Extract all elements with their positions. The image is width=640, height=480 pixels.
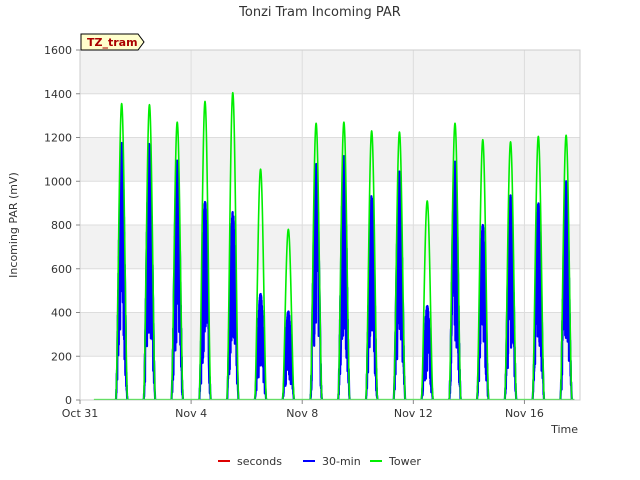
series-tower-day (476, 138, 490, 401)
y-tick-label: 600 (51, 263, 72, 276)
y-tick-label: 200 (51, 350, 72, 363)
y-axis-ticks: 0 200 400 600 800 1000 1200 1400 1600 (44, 44, 80, 407)
series-tower-day (115, 102, 129, 401)
x-axis-label: Time (550, 423, 578, 436)
y-tick-label: 1200 (44, 132, 72, 145)
background-band (80, 137, 580, 182)
site-label-shape (80, 33, 145, 51)
x-tick-label: Nov 8 (286, 407, 318, 420)
background-band (80, 50, 580, 94)
series-tower-day (559, 134, 573, 401)
y-tick-label: 800 (51, 219, 72, 232)
background-band (80, 312, 580, 357)
x-tick-label: Nov 4 (175, 407, 207, 420)
series-tower-day (198, 100, 212, 401)
series-tower-day (503, 141, 518, 401)
y-tick-label: 1600 (44, 44, 72, 57)
legend-label: Tower (388, 455, 421, 468)
x-axis-ticks: Oct 31 Nov 4 Nov 8 Nov 12 Nov 16 (62, 400, 544, 420)
x-tick-label: Oct 31 (62, 407, 99, 420)
series-tower-day (309, 122, 323, 401)
legend-label: seconds (237, 455, 282, 468)
site-label-text: TZ_tram (87, 36, 138, 49)
x-tick-label: Nov 12 (394, 407, 433, 420)
series-tower-day (365, 130, 379, 401)
legend-label: 30-min (322, 455, 361, 468)
series-tower-day (142, 103, 157, 401)
series-tower-day (281, 228, 295, 401)
legend: seconds 30-min Tower (218, 455, 421, 468)
series-layer (93, 91, 575, 401)
series-tower-day (392, 131, 407, 401)
series-30min-day (170, 159, 185, 401)
site-label-box: TZ_tram (80, 33, 145, 51)
y-tick-label: 1000 (44, 175, 72, 188)
y-tick-label: 400 (51, 307, 72, 320)
x-tick-label: Nov 16 (505, 407, 544, 420)
series-tower-day (420, 200, 434, 401)
y-tick-label: 1400 (44, 88, 72, 101)
y-tick-label: 0 (65, 394, 72, 407)
series-tower-day (170, 121, 184, 401)
series-tower-day (337, 121, 351, 401)
series-tower-day (253, 168, 268, 401)
series-30min-day (198, 200, 212, 401)
series-tower-day (531, 135, 545, 401)
chart-title: Tonzi Tram Incoming PAR (238, 5, 401, 20)
series-tower-day (226, 91, 240, 401)
background-band (80, 225, 580, 269)
series-tower-day (448, 122, 462, 401)
y-axis-label: Incoming PAR (mV) (7, 172, 20, 278)
